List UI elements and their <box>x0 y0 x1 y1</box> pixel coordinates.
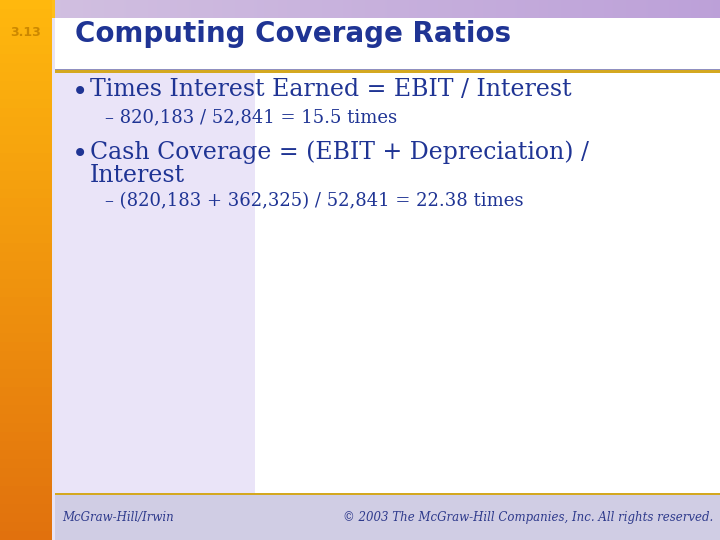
Bar <box>0 513 52 522</box>
Text: 3.13: 3.13 <box>11 26 41 39</box>
Bar <box>0 333 52 342</box>
Bar <box>0 522 52 531</box>
Bar <box>0 297 52 306</box>
Bar <box>55 70 255 495</box>
Bar <box>0 90 52 99</box>
Bar <box>0 153 52 162</box>
Bar <box>0 108 52 117</box>
Text: – 820,183 / 52,841 = 15.5 times: – 820,183 / 52,841 = 15.5 times <box>105 108 397 126</box>
Text: Times Interest Earned = EBIT / Interest: Times Interest Earned = EBIT / Interest <box>90 78 572 101</box>
Bar <box>0 36 52 45</box>
Bar <box>55 492 720 495</box>
Bar <box>55 495 720 540</box>
Bar <box>0 477 52 486</box>
Bar <box>0 243 52 252</box>
Bar <box>0 81 52 90</box>
Text: •: • <box>72 78 89 106</box>
Bar <box>0 495 52 504</box>
Bar <box>0 99 52 108</box>
Bar <box>0 342 52 351</box>
Bar <box>0 198 52 207</box>
Bar <box>0 306 52 315</box>
Bar <box>0 216 52 225</box>
Bar <box>0 279 52 288</box>
Bar <box>0 531 52 540</box>
Bar <box>0 117 52 126</box>
Bar <box>0 468 52 477</box>
Bar <box>0 252 52 261</box>
Bar <box>0 459 52 468</box>
Bar <box>0 171 52 180</box>
Bar <box>0 351 52 360</box>
Bar <box>0 0 52 9</box>
Bar <box>0 315 52 324</box>
Bar <box>0 162 52 171</box>
Bar <box>0 9 52 18</box>
Bar <box>0 180 52 189</box>
Bar <box>0 45 52 54</box>
Bar <box>0 54 52 63</box>
Text: © 2003 The McGraw-Hill Companies, Inc. All rights reserved.: © 2003 The McGraw-Hill Companies, Inc. A… <box>343 511 713 524</box>
Bar <box>0 135 52 144</box>
Bar <box>0 225 52 234</box>
Bar <box>255 70 720 495</box>
Bar <box>0 369 52 378</box>
Bar <box>55 69 720 70</box>
Bar <box>0 288 52 297</box>
Text: McGraw-Hill/Irwin: McGraw-Hill/Irwin <box>62 511 174 524</box>
Bar <box>0 378 52 387</box>
Bar <box>0 144 52 153</box>
Bar <box>0 270 52 279</box>
Text: •: • <box>72 140 89 168</box>
Bar <box>0 18 52 27</box>
Bar <box>0 423 52 432</box>
Bar <box>0 441 52 450</box>
Bar <box>0 405 52 414</box>
Bar <box>0 72 52 81</box>
Bar <box>0 234 52 243</box>
Bar <box>0 126 52 135</box>
Bar <box>0 486 52 495</box>
Text: Cash Coverage = (EBIT + Depreciation) /: Cash Coverage = (EBIT + Depreciation) / <box>90 140 589 164</box>
Bar <box>0 432 52 441</box>
Bar <box>0 324 52 333</box>
Bar <box>0 63 52 72</box>
Bar <box>0 207 52 216</box>
Text: – (820,183 + 362,325) / 52,841 = 22.38 times: – (820,183 + 362,325) / 52,841 = 22.38 t… <box>105 192 523 210</box>
Bar <box>0 189 52 198</box>
Bar <box>0 387 52 396</box>
Text: Interest: Interest <box>90 164 185 187</box>
Bar <box>0 414 52 423</box>
Bar <box>0 396 52 405</box>
Bar <box>55 70 720 73</box>
Bar <box>55 18 720 70</box>
Bar <box>0 261 52 270</box>
Bar <box>0 450 52 459</box>
Bar <box>0 504 52 513</box>
Text: Computing Coverage Ratios: Computing Coverage Ratios <box>75 20 511 48</box>
Bar <box>0 360 52 369</box>
Bar <box>0 27 52 36</box>
